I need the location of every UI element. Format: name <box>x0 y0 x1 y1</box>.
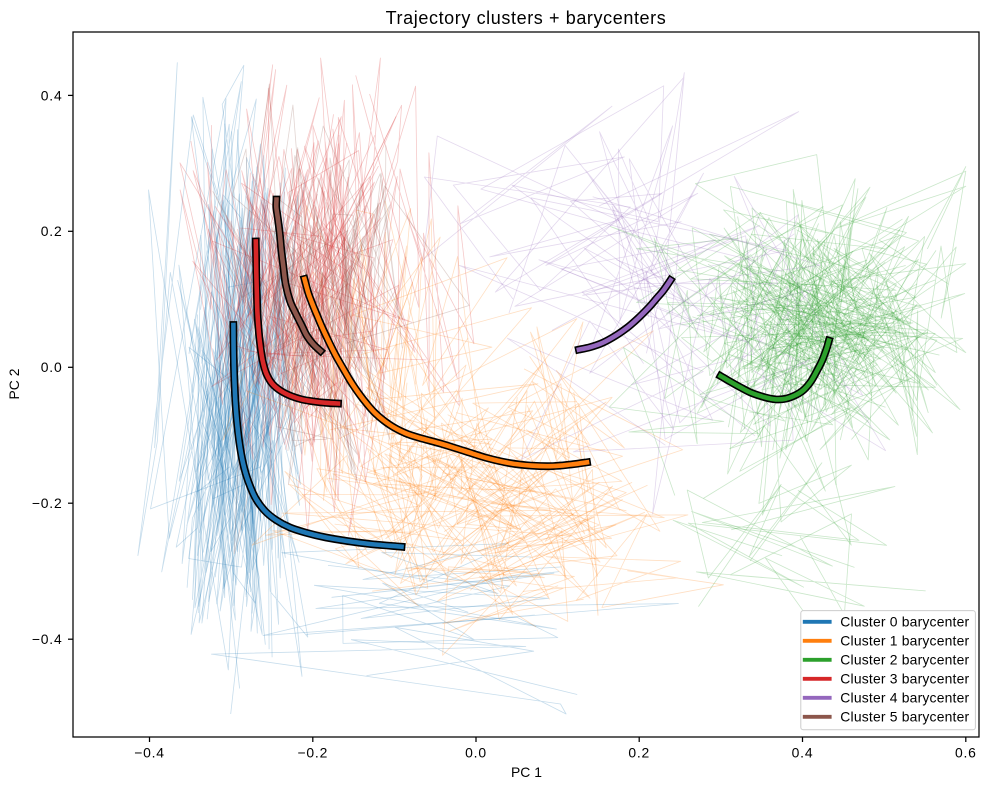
svg-text:Cluster 2 barycenter: Cluster 2 barycenter <box>840 652 969 668</box>
svg-text:0.0: 0.0 <box>465 744 487 760</box>
svg-text:Trajectory clusters + barycent: Trajectory clusters + barycenters <box>386 8 667 28</box>
svg-text:0.6: 0.6 <box>955 744 977 760</box>
svg-text:Cluster 4 barycenter: Cluster 4 barycenter <box>840 690 969 706</box>
svg-text:−0.2: −0.2 <box>297 744 328 760</box>
svg-text:−0.4: −0.4 <box>134 744 165 760</box>
svg-text:0.4: 0.4 <box>41 87 63 103</box>
svg-text:PC 2: PC 2 <box>6 368 22 399</box>
svg-text:0.0: 0.0 <box>41 359 63 375</box>
svg-text:−0.2: −0.2 <box>32 495 63 511</box>
svg-text:Cluster 5 barycenter: Cluster 5 barycenter <box>840 709 969 725</box>
svg-text:Cluster 0 barycenter: Cluster 0 barycenter <box>840 614 969 630</box>
svg-text:0.4: 0.4 <box>792 744 814 760</box>
svg-text:−0.4: −0.4 <box>32 631 63 647</box>
svg-text:PC 1: PC 1 <box>511 764 542 780</box>
svg-text:Cluster 1 barycenter: Cluster 1 barycenter <box>840 633 969 649</box>
svg-text:0.2: 0.2 <box>628 744 650 760</box>
svg-text:0.2: 0.2 <box>41 223 63 239</box>
svg-text:Cluster 3 barycenter: Cluster 3 barycenter <box>840 671 969 687</box>
